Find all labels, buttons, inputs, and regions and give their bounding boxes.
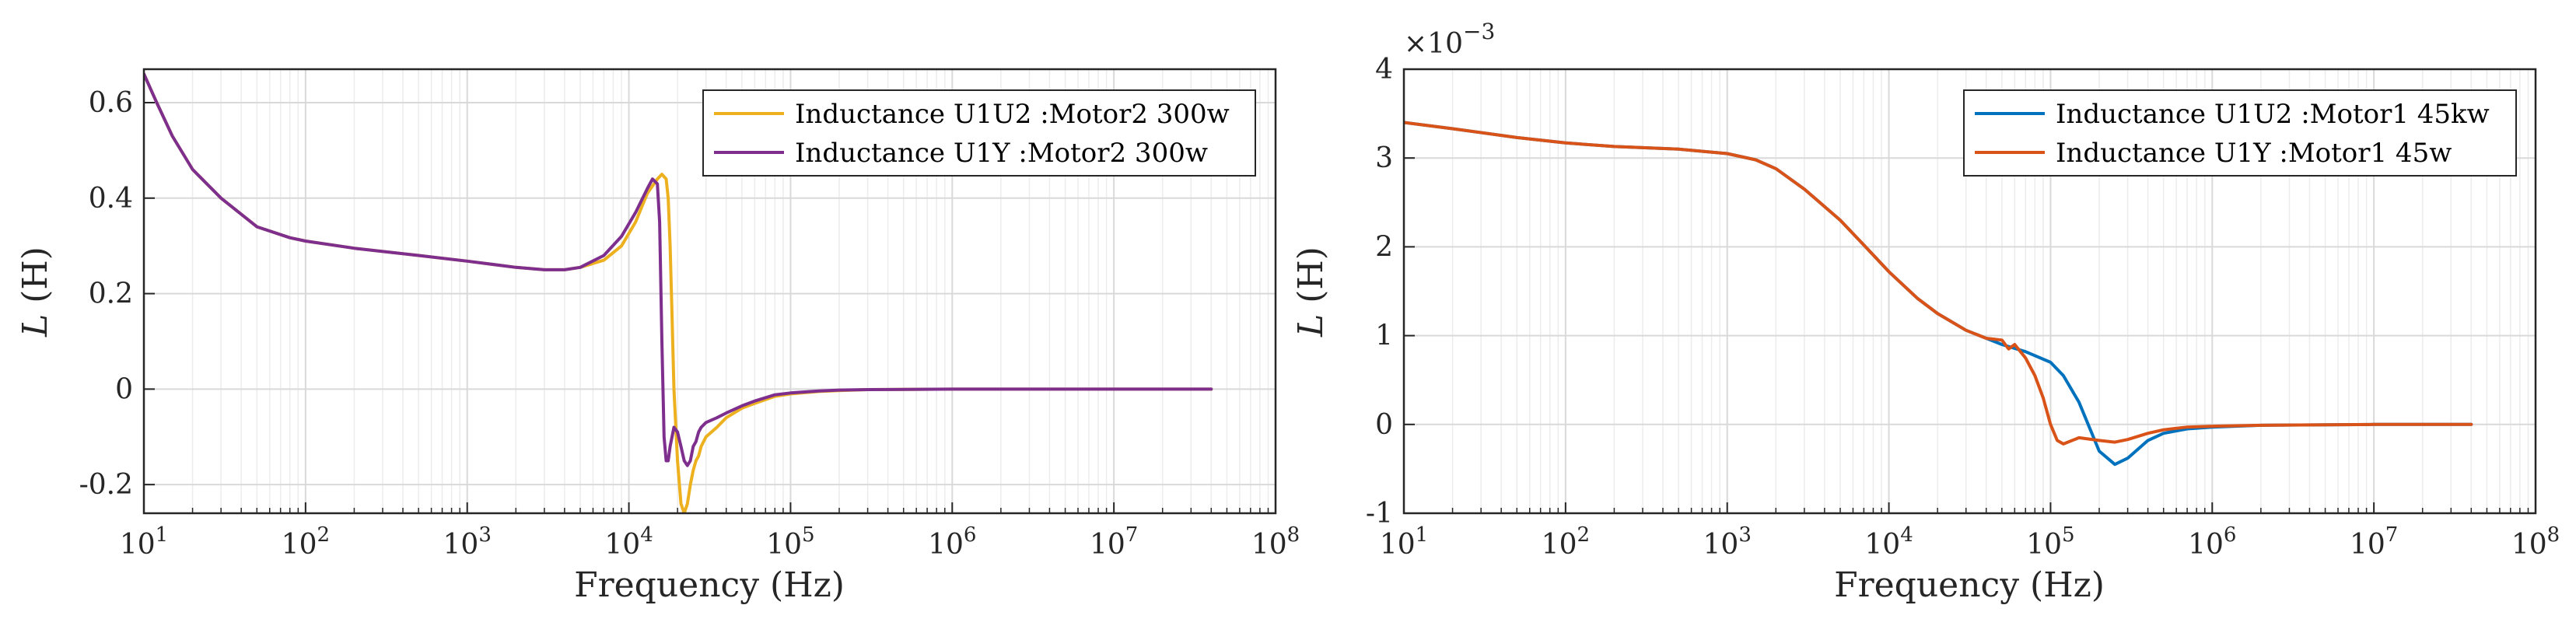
x-tick-base: 10 <box>1380 529 1416 561</box>
x-tick-base: 10 <box>766 529 802 561</box>
y-multiplier-exp: −3 <box>1463 19 1495 44</box>
x-tick-label: 106 <box>928 523 976 561</box>
x-tick-exponent: 3 <box>478 523 492 547</box>
x-tick-base: 10 <box>1703 529 1739 561</box>
x-tick-exponent: 8 <box>1287 523 1300 547</box>
y-axis-label-right: L (H) <box>1291 247 1331 337</box>
x-tick-exponent: 4 <box>640 523 653 547</box>
x-tick-exponent: 3 <box>1738 523 1752 547</box>
x-tick-exponent: 6 <box>2224 523 2237 547</box>
x-tick-label: 107 <box>2350 523 2398 561</box>
x-tick-base: 10 <box>928 529 964 561</box>
y-axis-label-unit-left: (H) <box>16 247 55 314</box>
x-tick-label: 103 <box>443 523 492 561</box>
x-axis-label-left: Frequency (Hz) <box>574 565 845 605</box>
x-tick-base: 10 <box>120 529 156 561</box>
x-tick-exponent: 2 <box>317 523 330 547</box>
x-tick-base: 10 <box>1090 529 1125 561</box>
x-tick-label: 105 <box>2026 523 2074 561</box>
x-tick-base: 10 <box>2026 529 2062 561</box>
x-tick-label: 104 <box>1864 523 1913 561</box>
y-tick-label: 4 <box>1375 54 1393 86</box>
x-tick-base: 10 <box>1864 529 1900 561</box>
x-tick-base: 10 <box>1542 529 1577 561</box>
y-tick-label: -1 <box>1366 498 1393 530</box>
x-tick-exponent: 7 <box>1125 523 1139 547</box>
y-axis-label-italic-right: L <box>1291 314 1331 337</box>
x-ticks-right: 101 102 103 104 105 106 107 108 <box>1380 502 2560 561</box>
y-multiplier-right: ×10−3 <box>1404 19 1495 60</box>
x-tick-label: 107 <box>1090 523 1138 561</box>
x-tick-label: 106 <box>2188 523 2236 561</box>
x-tick-exponent: 8 <box>2547 523 2560 547</box>
y-tick-label: 1 <box>1375 320 1393 352</box>
x-tick-base: 10 <box>443 529 479 561</box>
x-tick-exponent: 7 <box>2385 523 2399 547</box>
x-tick-exponent: 4 <box>1900 523 1913 547</box>
x-tick-exponent: 2 <box>1577 523 1590 547</box>
x-tick-exponent: 5 <box>2062 523 2075 547</box>
x-tick-label: 104 <box>604 523 653 561</box>
x-tick-base: 10 <box>282 529 317 561</box>
x-tick-label: 103 <box>1703 523 1752 561</box>
figure: -0.200.20.40.6 101 102 103 104 105 106 107 108 … <box>0 0 2576 626</box>
x-tick-label: 102 <box>1542 523 1590 561</box>
legend-label-u1y-motor1: Inductance U1Y :Motor1 45w <box>2056 138 2452 169</box>
y-tick-label: 2 <box>1375 231 1393 263</box>
y-tick-label: 3 <box>1375 142 1393 174</box>
y-axis-label-left: L (H) <box>16 247 55 337</box>
x-tick-label: 108 <box>1251 523 1300 561</box>
x-axis-label-right: Frequency (Hz) <box>1834 565 2105 605</box>
x-tick-base: 10 <box>1251 529 1287 561</box>
x-tick-exponent: 1 <box>1416 523 1429 547</box>
legend-label-u1u2-motor2: Inductance U1U2 :Motor2 300w <box>795 99 1230 130</box>
y-multiplier-base: ×10 <box>1404 28 1463 60</box>
x-tick-label: 105 <box>766 523 814 561</box>
x-tick-base: 10 <box>604 529 640 561</box>
y-tick-label: 0 <box>115 373 133 405</box>
x-ticks-left: 101 102 103 104 105 106 107 108 <box>120 502 1300 561</box>
legend-left: Inductance U1U2 :Motor2 300w Inductance … <box>703 90 1255 176</box>
legend-label-u1y-motor2: Inductance U1Y :Motor2 300w <box>795 138 1208 169</box>
y-axis-label-unit-right: (H) <box>1291 247 1331 314</box>
y-tick-label: 0.6 <box>89 87 133 119</box>
x-tick-base: 10 <box>2188 529 2224 561</box>
legend-label-u1u2-motor1: Inductance U1U2 :Motor1 45kw <box>2056 99 2490 130</box>
chart-left: -0.200.20.40.6 101 102 103 104 105 106 107 108 … <box>16 69 1300 605</box>
y-axis-label-italic-left: L <box>16 314 55 337</box>
x-tick-exponent: 1 <box>156 523 169 547</box>
legend-right: Inductance U1U2 :Motor1 45kw Inductance … <box>1964 90 2516 176</box>
y-tick-label: -0.2 <box>79 469 133 501</box>
y-tick-label: 0 <box>1375 409 1393 441</box>
x-tick-base: 10 <box>2511 529 2547 561</box>
x-tick-exponent: 6 <box>964 523 977 547</box>
y-tick-label: 0.4 <box>89 183 133 215</box>
x-tick-label: 101 <box>120 523 168 561</box>
x-tick-exponent: 5 <box>802 523 815 547</box>
y-ticks-right: -1 0 1 2 3 4 <box>1366 54 1415 530</box>
x-tick-label: 102 <box>282 523 330 561</box>
y-tick-label: 0.2 <box>89 278 133 310</box>
x-tick-label: 108 <box>2511 523 2560 561</box>
x-tick-base: 10 <box>2350 529 2385 561</box>
x-tick-label: 101 <box>1380 523 1428 561</box>
